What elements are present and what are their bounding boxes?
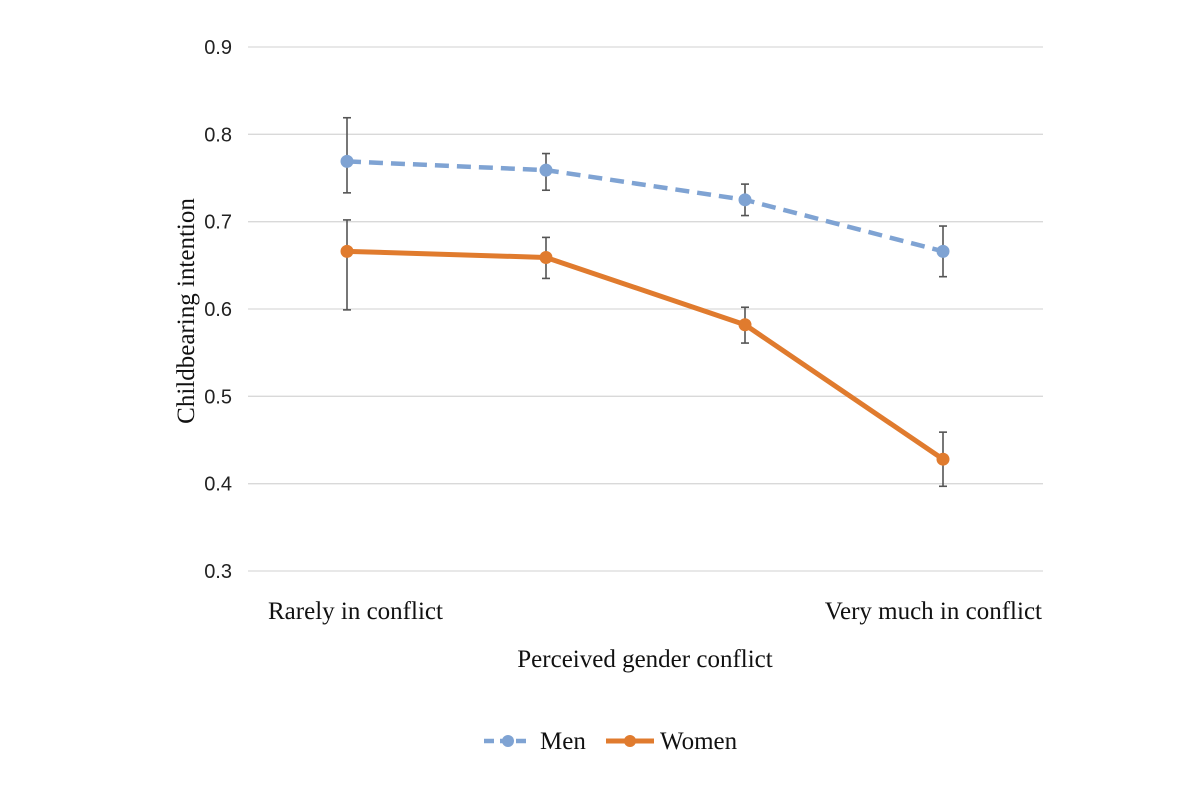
- women-series-line: [346, 248, 945, 462]
- y-tick-label: 0.4: [204, 474, 232, 496]
- y-axis-title: Childbearing intention: [173, 198, 200, 424]
- y-axis-ticks: 0.9 0.8 0.7 0.6 0.5 0.4 0.3: [204, 37, 232, 583]
- x-axis-ticks: Rarely in conflict Very much in conflict: [268, 598, 1042, 625]
- y-tick-label: 0.9: [204, 37, 232, 59]
- y-tick-label: 0.5: [204, 386, 232, 408]
- gridlines: [248, 46, 1043, 572]
- legend-men-marker: [502, 735, 514, 747]
- legend-women-marker: [624, 735, 636, 747]
- women-data-point: [936, 452, 950, 466]
- women-data-point: [539, 250, 553, 264]
- x-axis-title: Perceived gender conflict: [517, 646, 772, 673]
- y-tick-label: 0.7: [204, 212, 232, 234]
- data-points: [340, 154, 950, 466]
- men-data-point: [340, 154, 354, 168]
- series-lines: [346, 159, 945, 462]
- y-tick-label: 0.8: [204, 124, 232, 146]
- x-tick-label: Very much in conflict: [825, 598, 1042, 625]
- women-data-point: [738, 318, 752, 332]
- y-tick-label: 0.3: [204, 561, 232, 583]
- y-tick-label: 0.6: [204, 299, 232, 321]
- legend-men-label: Men: [540, 728, 586, 755]
- men-data-point: [738, 193, 752, 207]
- men-data-point: [936, 244, 950, 258]
- men-data-point: [539, 163, 553, 177]
- legend: Men Women: [484, 728, 738, 755]
- error-bars: [343, 116, 947, 488]
- legend-women-label: Women: [660, 728, 738, 755]
- women-data-point: [340, 244, 354, 258]
- x-tick-label: Rarely in conflict: [268, 598, 443, 625]
- men-series-line: [346, 159, 944, 254]
